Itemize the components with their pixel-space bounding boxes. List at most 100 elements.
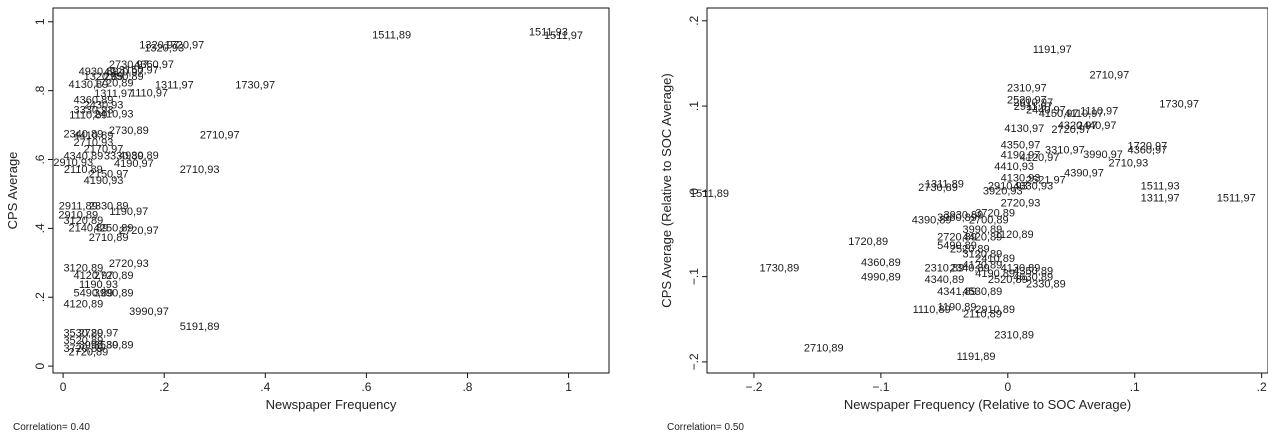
data-point-label: 1311,97 — [155, 79, 194, 91]
data-point-label: 2720,97 — [119, 225, 159, 237]
data-point-label: 1720,97 — [165, 40, 205, 52]
plot-frame — [706, 7, 1268, 374]
y-tick-label: .8 — [33, 85, 47, 95]
data-point-label: 1311,97 — [1141, 192, 1180, 204]
data-point-label: 2720,97 — [1051, 124, 1091, 136]
data-point-label: 1190,93 — [79, 279, 118, 291]
data-point-label: 3120,89 — [63, 215, 103, 227]
data-point-label: 2720,93 — [1001, 197, 1041, 209]
x-tick-label: .1 — [1130, 380, 1140, 394]
data-point-label: 4120,89 — [963, 260, 1003, 272]
y-tick-label: .4 — [33, 223, 47, 233]
data-point-label: 4150,97 — [1039, 108, 1079, 120]
data-point-label: 4330,93 — [1013, 180, 1053, 192]
data-point-label: 1311,97 — [94, 88, 133, 100]
data-point-label: 2150,97 — [89, 169, 129, 181]
data-point-label: 2910,89 — [58, 209, 98, 221]
y-tick-label: .2 — [33, 292, 47, 302]
data-point-label: 2710,93 — [1109, 157, 1149, 169]
data-point-label: 4530,89 — [963, 286, 1003, 298]
data-point-label: 3330,89 — [104, 151, 144, 163]
data-point-label: 3960,89 — [937, 212, 977, 224]
data-point-label: 1511,97 — [544, 30, 583, 42]
data-point-label: 1720,97 — [1128, 140, 1168, 152]
correlation-note: Correlation= 0.50 — [667, 422, 744, 433]
data-point-label: 4120,97 — [74, 270, 114, 282]
data-point-label: 3720,89 — [63, 343, 103, 355]
data-point-label: 1110,89 — [913, 304, 951, 316]
data-point-label: 4360,89 — [861, 257, 901, 269]
data-point-label: 3930,89 — [944, 209, 984, 221]
data-point-label: 2910,89 — [975, 304, 1015, 316]
x-tick-label: 0 — [1004, 380, 1011, 394]
data-point-label: 1311,89 — [925, 179, 964, 191]
x-tick-label: .8 — [462, 380, 472, 394]
data-point-label: 2720,89 — [937, 232, 977, 244]
data-point-label: 2710,97 — [1089, 70, 1129, 82]
data-point-label: 4630,89 — [1013, 272, 1053, 284]
data-point-label: 4360,97 — [134, 59, 174, 71]
data-point-label: 4390,89 — [912, 214, 952, 226]
data-point-label: 3310,97 — [1045, 145, 1085, 157]
y-tick-label: .2 — [687, 15, 701, 25]
data-point-label: 1190,89 — [938, 301, 977, 313]
data-point-label: 2310,89 — [924, 262, 964, 274]
data-point-label: 1191,97 — [1033, 44, 1072, 56]
y-tick-label: 1 — [33, 18, 47, 25]
data-point-label: 3530,89 — [63, 328, 103, 340]
data-point-label: 2710,89 — [89, 232, 129, 244]
data-point-label: 4341,89 — [937, 286, 977, 298]
data-point-label: 5490,89 — [937, 240, 977, 252]
data-point-label: 1320,97 — [139, 40, 179, 52]
data-point-label: 3990,89 — [79, 339, 119, 351]
y-axis-title: CPS Average (Relative to SOC Average) — [659, 73, 674, 307]
data-point-label: 1190,97 — [109, 206, 148, 218]
x-tick-label: 1 — [565, 380, 572, 394]
data-point-label: 4360,97 — [1128, 145, 1168, 157]
data-point-label: 4120,89 — [63, 298, 103, 310]
x-tick-label: .2 — [159, 380, 169, 394]
right-scatter-panel: −.2 −.1 0 .1 .2 −.2 −.1 0 .1 .2 Newspaper Frequenc… — [659, 7, 1268, 433]
data-point-label: 1110,97 — [130, 87, 168, 99]
x-tick-label: .6 — [361, 380, 371, 394]
data-point-label: 1320,93 — [144, 42, 184, 54]
data-point-label: 4350,97 — [1001, 139, 1041, 151]
data-point-label: 4350,89 — [1013, 266, 1053, 278]
data-point-label: 4130,89 — [1001, 262, 1041, 274]
data-point-label: 3990,89 — [94, 287, 134, 299]
data-point-label: 2710,93 — [74, 137, 114, 149]
data-point-label: 2110,89 — [64, 164, 103, 176]
data-point-label: 4110,97 — [1064, 108, 1103, 120]
data-point-label: 1511,89 — [372, 30, 411, 42]
data-point-label: 2430,93 — [84, 99, 124, 111]
data-point-label: 3990,89 — [963, 224, 1003, 236]
x-tick-label: .2 — [1257, 380, 1267, 394]
data-point-label: 2520,89 — [950, 243, 990, 255]
data-point-label: 2910,97 — [1013, 97, 1053, 109]
data-point-label: 2330,89 — [1026, 278, 1066, 290]
data-point-label: 4130,93 — [1001, 173, 1041, 185]
data-point-label: 4920,97 — [104, 67, 144, 79]
data-point-label: 2730,97 — [109, 59, 149, 71]
y-tick-label: 0 — [33, 362, 47, 369]
data-point-label: 2911,97 — [1014, 101, 1053, 113]
data-point-label: 2910,93 — [988, 180, 1028, 192]
data-point-label: 2340,89 — [950, 262, 990, 274]
data-point-label: 2410,93 — [94, 109, 134, 121]
data-point-label: 3990,97 — [129, 306, 169, 318]
data-point-label: 1320,89 — [84, 71, 124, 83]
data-point-label: 1730,89 — [759, 262, 799, 274]
data-point-label: 4130,89 — [68, 79, 108, 91]
data-point-label: 3720,89 — [975, 208, 1015, 220]
data-point-label: 3150,97 — [119, 64, 159, 76]
x-tick-label: .4 — [260, 380, 270, 394]
x-tick-label: 0 — [60, 380, 67, 394]
data-point-label: 3920,93 — [983, 186, 1023, 198]
data-point-label: 1720,89 — [848, 236, 888, 248]
data-point-label: 1110,97 — [1080, 105, 1118, 117]
data-point-label: 2520,97 — [1007, 94, 1047, 106]
data-point-label: 3330,93 — [74, 105, 114, 117]
data-point-label: 2440,97 — [1026, 104, 1066, 116]
data-point-label: 1730,97 — [1159, 99, 1199, 111]
